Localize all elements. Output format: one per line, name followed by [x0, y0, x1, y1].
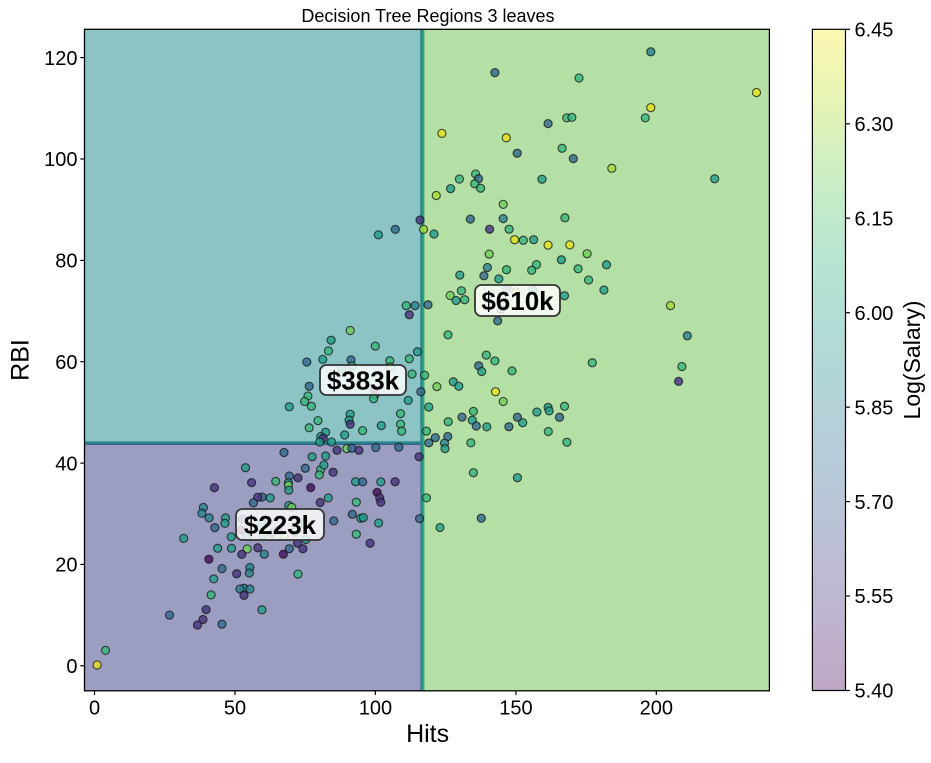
- svg-text:6.15: 6.15: [855, 208, 894, 230]
- svg-text:$223k: $223k: [244, 510, 317, 540]
- svg-text:Decision Tree Regions 3 leaves: Decision Tree Regions 3 leaves: [301, 6, 554, 26]
- svg-text:100: 100: [359, 698, 392, 720]
- svg-text:RBI: RBI: [6, 339, 34, 381]
- svg-text:6.00: 6.00: [855, 303, 894, 325]
- svg-text:$610k: $610k: [481, 286, 554, 316]
- svg-text:200: 200: [640, 698, 673, 720]
- svg-text:$383k: $383k: [327, 365, 400, 395]
- svg-text:0: 0: [89, 698, 100, 720]
- svg-text:Log(Salary): Log(Salary): [899, 301, 925, 420]
- svg-text:80: 80: [55, 251, 77, 273]
- svg-text:5.40: 5.40: [855, 681, 894, 703]
- svg-text:5.85: 5.85: [855, 397, 894, 419]
- svg-text:6.30: 6.30: [855, 114, 894, 136]
- svg-text:6.45: 6.45: [855, 20, 894, 42]
- svg-text:60: 60: [55, 352, 77, 374]
- svg-text:150: 150: [499, 698, 532, 720]
- svg-text:5.70: 5.70: [855, 492, 894, 514]
- svg-text:20: 20: [55, 555, 77, 577]
- svg-text:100: 100: [44, 149, 77, 171]
- svg-text:5.55: 5.55: [855, 586, 894, 608]
- svg-text:40: 40: [55, 453, 77, 475]
- svg-text:120: 120: [44, 48, 77, 70]
- svg-text:50: 50: [224, 698, 246, 720]
- svg-text:0: 0: [66, 656, 77, 678]
- svg-text:Hits: Hits: [406, 720, 449, 748]
